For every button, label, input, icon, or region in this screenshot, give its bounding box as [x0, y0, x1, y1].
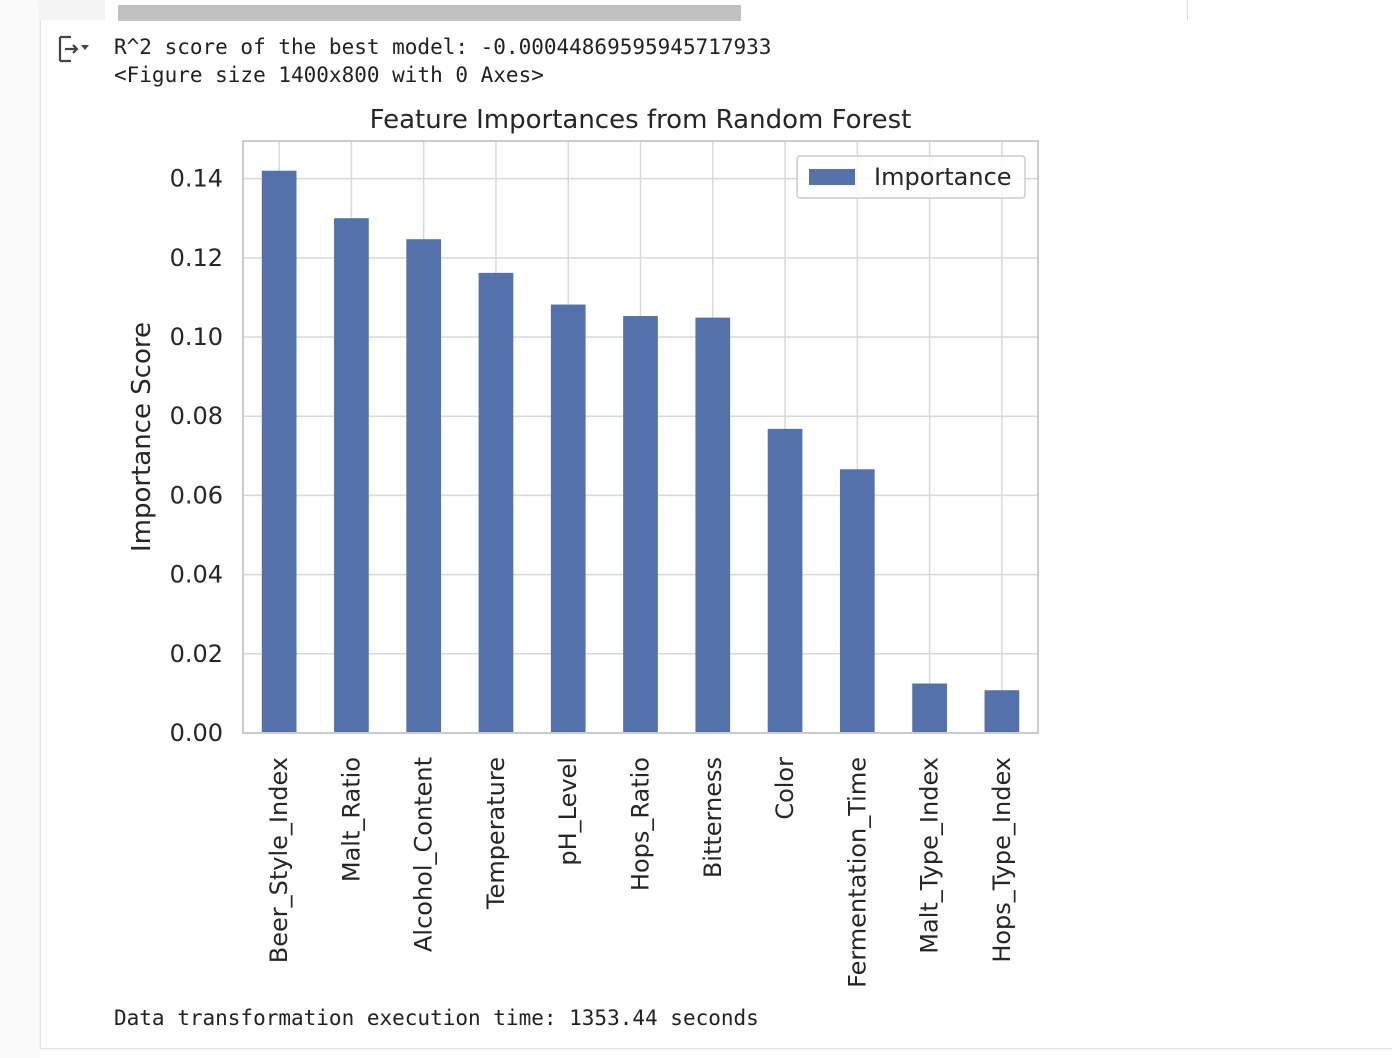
bar-fermentation-time: [839, 469, 875, 733]
y-tick-label: 0.02: [170, 640, 223, 668]
y-tick-label: 0.06: [170, 481, 223, 509]
y-axis-label: Importance Score: [127, 322, 157, 552]
y-tick-label: 0.12: [170, 244, 223, 272]
x-tick-label: Malt_Type_Index: [916, 757, 944, 954]
y-tick-label: 0.14: [170, 165, 223, 193]
horizontal-scrollbar-thumb[interactable]: [118, 5, 741, 21]
x-tick-label: Hops_Type_Index: [988, 757, 1016, 963]
figure-size-output: <Figure size 1400x800 with 0 Axes>: [114, 63, 544, 87]
bar-temperature: [478, 272, 514, 733]
bar-malt-ratio: [334, 218, 369, 733]
legend-label-importance: Importance: [874, 163, 1012, 191]
bar-color: [767, 428, 803, 733]
bar-hops-ratio: [623, 316, 658, 733]
x-tick-label: Bitterness: [699, 757, 727, 878]
x-tick-label: pH_Level: [554, 757, 582, 866]
bar-malt-type-index: [912, 683, 947, 733]
bar-hops-type-index: [984, 690, 1020, 733]
cell-gutter-top: [40, 0, 105, 20]
plot-frame: [242, 140, 1039, 734]
x-tick-label: Beer_Style_Index: [265, 757, 293, 963]
output-cell: [40, 0, 1392, 1049]
bar-ph-level: [550, 304, 586, 733]
output-toggle-icon[interactable]: [56, 34, 94, 64]
bar-beer-style-index: [261, 170, 297, 734]
bar-alcohol-content: [406, 239, 442, 733]
x-tick-label: Color: [771, 757, 799, 820]
x-tick-label: Fermentation_Time: [843, 757, 871, 988]
divider: [1187, 0, 1188, 20]
y-tick-label: 0.08: [170, 402, 223, 430]
legend: Importance: [796, 155, 1026, 199]
y-tick-label: 0.00: [170, 719, 223, 747]
r2-score-output: R^2 score of the best model: -0.00044869…: [114, 35, 772, 59]
x-tick-label: Malt_Ratio: [337, 757, 365, 882]
feature-importance-chart: 0.00 0.02 0.04 0.06 0.08 0.10 0.12 0.14 Beer_St…: [127, 105, 1039, 988]
legend-swatch: [809, 169, 855, 185]
chart-title: Feature Importances from Random Forest: [370, 105, 912, 135]
x-tick-label: Alcohol_Content: [410, 757, 438, 952]
x-tick-label: Hops_Ratio: [627, 757, 655, 891]
execution-time-output: Data transformation execution time: 1353…: [114, 1006, 759, 1030]
y-tick-label: 0.10: [170, 323, 223, 351]
x-tick-label: Temperature: [482, 757, 510, 910]
legend-box: [796, 155, 1026, 199]
bar-bitterness: [695, 317, 731, 733]
left-gutter: [0, 0, 40, 1058]
y-tick-label: 0.04: [170, 561, 223, 589]
